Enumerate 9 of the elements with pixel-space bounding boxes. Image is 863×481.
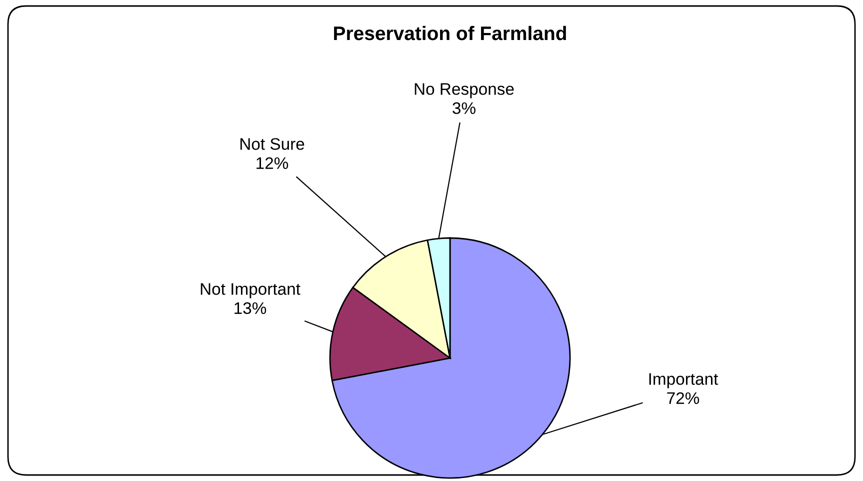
slice-label: Not Sure bbox=[240, 138, 304, 150]
slice-label: Important bbox=[649, 373, 718, 388]
slice-label: No Response bbox=[414, 83, 514, 98]
data-label: 12% bbox=[256, 157, 288, 169]
chart-title: Preservation of Farmland bbox=[334, 26, 566, 40]
data-label: 72% bbox=[667, 392, 700, 404]
slice-label: Not Important bbox=[200, 283, 300, 298]
data-label: 3% bbox=[452, 102, 476, 114]
data-label: 13% bbox=[234, 302, 266, 314]
